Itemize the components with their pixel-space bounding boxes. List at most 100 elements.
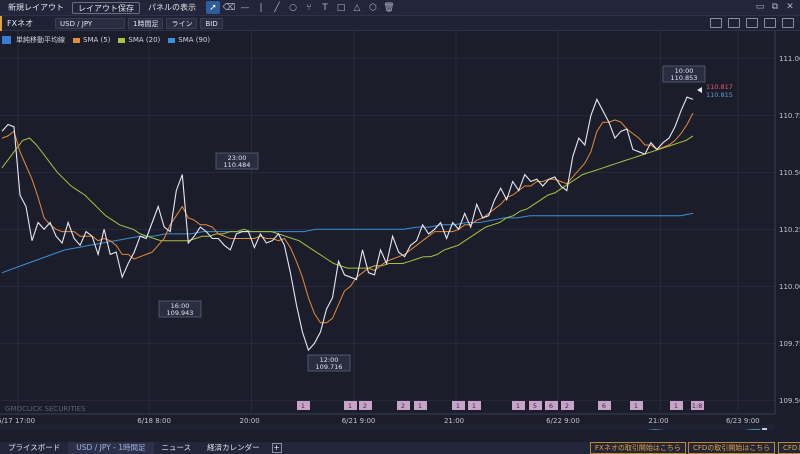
event-marker-box [397, 401, 410, 410]
event-marker[interactable]: 1 [414, 401, 427, 410]
tab-economic-calendar[interactable]: 経済カレンダー [207, 443, 260, 452]
event-marker-label: 6 [602, 402, 606, 410]
trash-icon[interactable]: 🗑 [383, 2, 395, 13]
event-marker-label: 1 [348, 402, 352, 410]
event-marker[interactable]: 6 [545, 401, 558, 410]
show-panel-button[interactable]: パネルの表示 [148, 2, 196, 12]
x-axis: 6/17 17:00 6/18 8:00 20:00 6/21 9:00 21:00 6/… [0, 417, 760, 425]
event-marker-box [414, 401, 427, 410]
event-marker[interactable]: 1 [452, 401, 465, 410]
vertical-line-icon[interactable]: | [259, 2, 263, 13]
eraser-icon[interactable]: ⌫ [222, 2, 236, 13]
add-tab-button[interactable]: + [271, 443, 282, 453]
settings-icon[interactable] [782, 18, 794, 28]
new-layout-button[interactable]: 新規レイアウト [8, 2, 64, 12]
add-chart-icon[interactable] [728, 18, 740, 28]
event-marker-box [359, 401, 372, 410]
minimize-icon[interactable]: ▭ [755, 2, 765, 12]
event-marker-label: 1 [301, 402, 305, 410]
event-marker[interactable]: 1 [468, 401, 481, 410]
fork-icon[interactable]: ⑂ [306, 2, 312, 13]
event-marker-box [630, 401, 643, 410]
sma-5--line [1, 112, 694, 324]
navigator-handle[interactable] [762, 428, 767, 430]
event-marker-box [691, 401, 704, 410]
event-marker-label: 2 [401, 402, 405, 410]
y-tick-label: 110.500 [779, 169, 800, 177]
sma-20--line [1, 135, 694, 269]
window-controls: ▭ ⧉ ✕ [751, 2, 796, 13]
x-tick-label: 6/23 9:00 [726, 417, 760, 425]
bid-price: 110.815 [706, 91, 733, 99]
y-tick-label: 110.750 [779, 112, 800, 120]
pair-select[interactable]: USD / JPY [55, 17, 125, 29]
event-marker-label: 1 [472, 402, 476, 410]
x-tick-label: 21:00 [444, 417, 464, 425]
legend-toggle-icon[interactable] [2, 36, 11, 44]
chart-type-select[interactable]: ライン [166, 17, 198, 29]
print-icon[interactable] [764, 18, 776, 28]
save-layout-button[interactable]: レイアウト保存 [72, 1, 140, 14]
event-marker[interactable]: 2 [397, 401, 410, 410]
legend-title: 単純移動平均線 [16, 36, 65, 44]
horizontal-line-icon[interactable]: — [240, 2, 250, 13]
event-marker[interactable]: 1 [344, 401, 357, 410]
triangle-icon[interactable]: △ [353, 2, 361, 13]
callout-box [215, 152, 259, 170]
cursor-icon[interactable]: ➚ [206, 1, 220, 14]
event-marker[interactable]: 2 [359, 401, 372, 410]
cfd-trade-start-link[interactable]: CFDの取引開始はこちら [688, 442, 776, 454]
chart-style-icon[interactable] [710, 18, 722, 28]
x-tick-label: 6/22 9:00 [546, 417, 580, 425]
tab-news[interactable]: ニュース [161, 443, 192, 452]
cfd-more-link[interactable]: CFDと [778, 442, 800, 454]
y-tick-label: 109.750 [779, 340, 800, 348]
grid-lines [0, 31, 775, 414]
x-axis-panel [0, 414, 800, 425]
sma5-swatch [73, 37, 80, 43]
callout-time: 10:00 [675, 67, 694, 75]
event-marker[interactable]: 1:8 [691, 401, 704, 410]
trend-line-icon[interactable]: ╱ [274, 2, 280, 13]
callout-time: 23:00 [228, 154, 247, 162]
callout-box [307, 354, 351, 372]
event-marker[interactable]: 1 [297, 401, 310, 410]
timeframe-select[interactable]: 1時間足 [128, 17, 164, 29]
drawing-tools: ➚ ⌫ — | ╱ ○ ⑂ T □ △ ⬡ 🗑 [205, 1, 397, 14]
price-chart[interactable]: 111.000 110.750 110.500 110.250 110.000 109.7… [0, 31, 800, 430]
tab-price-board[interactable]: プライスボード [8, 443, 61, 452]
callout-time: 16:00 [171, 302, 190, 310]
rectangle-icon[interactable]: □ [336, 2, 346, 13]
y-tick-label: 110.250 [779, 226, 800, 234]
event-marker[interactable]: 6 [598, 401, 611, 410]
close-icon[interactable]: ✕ [786, 2, 794, 12]
event-marker-box [561, 401, 574, 410]
event-marker[interactable]: 2 [561, 401, 574, 410]
event-marker[interactable]: 1 [512, 401, 525, 410]
callout-price: 109.716 [316, 363, 343, 371]
event-marker-box [344, 401, 357, 410]
symbol-bar: FXネオ USD / JPY 1時間足 ライン BID [0, 15, 800, 31]
event-marker-label: 1 [516, 402, 520, 410]
navigator[interactable] [0, 425, 775, 430]
event-markers: 1 1 2 2 1 1 1 1 5 6 2 6 1 1 1:8 [297, 401, 704, 410]
screenshot-icon[interactable] [746, 18, 758, 28]
event-marker-label: 1:8 [692, 402, 702, 410]
event-marker[interactable]: 1 [670, 401, 683, 410]
event-marker[interactable]: 5 [529, 401, 542, 410]
bottom-tab-bar: プライスボード USD / JPY - 1時間足 ニュース 経済カレンダー + … [0, 442, 800, 454]
accent-strip [0, 15, 2, 31]
price-side-select[interactable]: BID [200, 17, 223, 29]
circle-icon[interactable]: ○ [289, 2, 297, 13]
fx-trade-start-link[interactable]: FXネオの取引開始はこちら [590, 442, 686, 454]
polygon-icon[interactable]: ⬡ [369, 2, 377, 13]
last-price-arrow [697, 87, 702, 93]
event-marker-box [670, 401, 683, 410]
event-marker[interactable]: 1 [630, 401, 643, 410]
tab-usdjpy-chart[interactable]: USD / JPY - 1時間足 [68, 442, 154, 454]
y-tick-label: 110.000 [779, 283, 800, 291]
text-icon[interactable]: T [322, 2, 328, 13]
restore-icon[interactable]: ⧉ [771, 2, 779, 12]
